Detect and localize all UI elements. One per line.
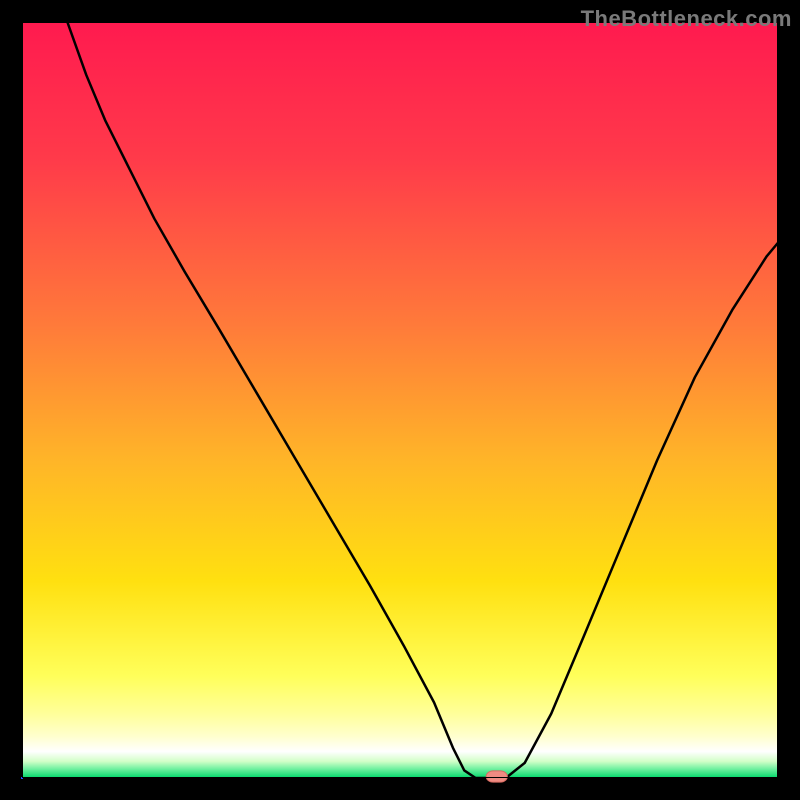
bottleneck-chart: TheBottleneck.com (0, 0, 800, 800)
watermark-text: TheBottleneck.com (581, 6, 792, 32)
chart-svg (0, 0, 800, 800)
